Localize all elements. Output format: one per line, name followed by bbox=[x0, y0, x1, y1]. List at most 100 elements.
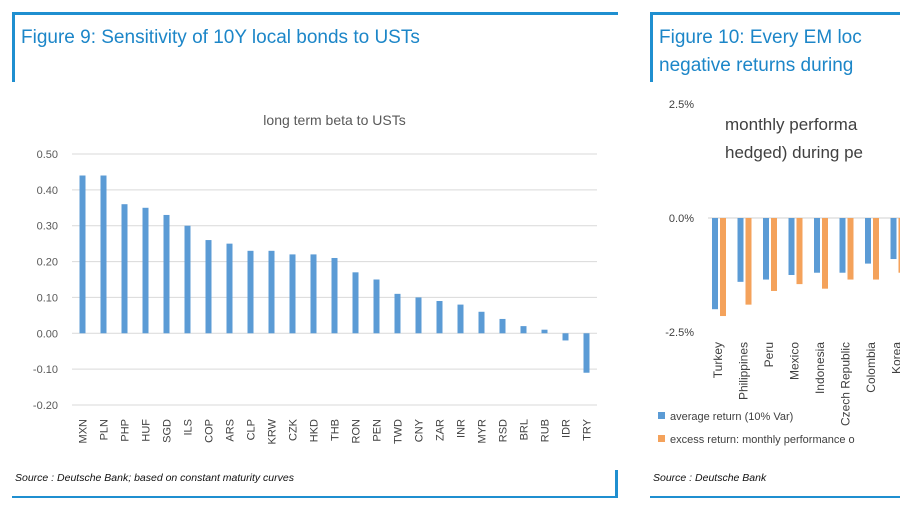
bar-krw bbox=[268, 250, 275, 334]
x-tick-label: RSD bbox=[498, 419, 510, 442]
bar-indonesia-average bbox=[814, 218, 820, 273]
y-tick-label: 0.0% bbox=[669, 213, 694, 225]
x-tick-label: CZK bbox=[288, 418, 300, 441]
figure-10-bottom-rule bbox=[650, 496, 900, 498]
bar-philippines-excess bbox=[745, 218, 752, 305]
bar-mxn bbox=[79, 175, 86, 334]
x-tick-label: CNY bbox=[414, 418, 426, 442]
bar-myr bbox=[478, 311, 485, 334]
y-tick-label: -0.10 bbox=[33, 364, 58, 376]
x-tick-label: Turkey bbox=[711, 342, 725, 378]
returns-bar-chart: 2.5% 0.0% -2.5% monthly performa hedged) dur… bbox=[658, 99, 900, 446]
bar-czech-republic-average bbox=[839, 218, 846, 273]
bar-thb bbox=[331, 257, 338, 334]
bar-rub bbox=[541, 329, 548, 334]
y-tick-label: 0.20 bbox=[37, 257, 58, 269]
x-tick-label: Peru bbox=[762, 342, 776, 367]
bar-rsd bbox=[499, 318, 506, 334]
bar-pln bbox=[100, 175, 107, 334]
x-tick-label: ARS bbox=[225, 419, 237, 442]
y-tick-label: 0.00 bbox=[37, 328, 58, 340]
bar-colombia-average bbox=[865, 218, 871, 264]
x-tick-label: PHP bbox=[120, 419, 132, 442]
x-tick-label: THB bbox=[330, 419, 342, 441]
y-tick-label: 0.40 bbox=[37, 185, 58, 197]
x-tick-label: Czech Republic bbox=[839, 342, 853, 426]
figure-10-left-rule bbox=[650, 12, 653, 82]
legend-swatch bbox=[658, 412, 665, 419]
x-tick-label: PLN bbox=[99, 419, 111, 440]
x-tick-label: TWD bbox=[393, 419, 405, 444]
bar-sgd bbox=[163, 214, 170, 334]
bar-korea-average bbox=[890, 218, 897, 260]
bar-korea-excess bbox=[898, 218, 900, 273]
bar-cny bbox=[415, 297, 422, 334]
x-tick-label: HKD bbox=[309, 419, 321, 442]
figure-10-title-line2: negative returns during bbox=[659, 55, 854, 76]
x-tick-label: BRL bbox=[519, 419, 531, 440]
bar-try bbox=[583, 333, 590, 373]
chart-title: long term beta to USTs bbox=[263, 112, 405, 128]
figure-9-top-rule bbox=[12, 12, 618, 15]
beta-bar-chart: long term beta to USTs 0.50 0.40 0.30 0.20 0.… bbox=[33, 112, 597, 444]
figure-10-source: Source : Deutsche Bank bbox=[653, 472, 767, 484]
y-tick-label: 2.5% bbox=[669, 99, 694, 111]
bar-ils bbox=[184, 225, 191, 334]
figure-9-right-rule bbox=[615, 470, 618, 498]
x-tick-label: MYR bbox=[477, 419, 489, 444]
y-tick-label: -2.5% bbox=[665, 327, 694, 339]
figure-10-top-rule bbox=[650, 12, 900, 15]
legend-swatch bbox=[658, 435, 665, 442]
bar-hkd bbox=[310, 254, 317, 334]
figure-10-title-line1: Figure 10: Every EM loc bbox=[659, 27, 862, 48]
x-tick-label: INR bbox=[456, 419, 468, 438]
x-tick-label: Korea bbox=[890, 342, 900, 374]
figure-10-title: Figure 10: Every EM loc negative returns… bbox=[659, 24, 862, 80]
bar-colombia-excess bbox=[873, 218, 879, 280]
x-tick-label: COP bbox=[204, 419, 216, 443]
bar-philippines-average bbox=[737, 218, 744, 282]
y-tick-label: -0.20 bbox=[33, 400, 58, 412]
bar-idr bbox=[562, 333, 569, 341]
bar-cop bbox=[205, 240, 212, 334]
bar-turkey-excess bbox=[720, 218, 726, 317]
legend-label: excess return: monthly performance o bbox=[670, 434, 855, 446]
y-tick-label: 0.10 bbox=[37, 292, 58, 304]
x-tick-label: Indonesia bbox=[813, 342, 827, 394]
bar-brl bbox=[520, 326, 527, 334]
x-tick-label: SGD bbox=[162, 419, 174, 443]
x-tick-label: PEN bbox=[372, 419, 384, 442]
figure-9-bottom-rule bbox=[12, 496, 618, 498]
bar-indonesia-excess bbox=[822, 218, 828, 289]
bar-php bbox=[121, 204, 128, 334]
x-tick-label: CLP bbox=[246, 419, 258, 440]
x-tick-label: HUF bbox=[141, 419, 153, 442]
bar-ars bbox=[226, 243, 233, 334]
bar-huf bbox=[142, 207, 149, 334]
bar-zar bbox=[436, 301, 443, 334]
y-tick-label: 0.50 bbox=[37, 149, 58, 161]
x-tick-label: KRW bbox=[267, 418, 279, 444]
y-tick-label: 0.30 bbox=[37, 221, 58, 233]
chart-title-line: monthly performa bbox=[725, 115, 858, 134]
x-tick-label: MXN bbox=[78, 419, 90, 444]
x-tick-label: ILS bbox=[183, 419, 195, 436]
figure-9-panel: Figure 9: Sensitivity of 10Y local bonds… bbox=[12, 12, 618, 498]
bar-twd bbox=[394, 293, 401, 334]
bar-pen bbox=[373, 279, 380, 334]
x-tick-label: Colombia bbox=[864, 342, 878, 393]
x-tick-label: IDR bbox=[561, 419, 573, 438]
bar-czk bbox=[289, 254, 296, 334]
figure-9-left-rule bbox=[12, 12, 15, 82]
bar-czech-republic-excess bbox=[847, 218, 854, 280]
figure-9-title-text: Figure 9: Sensitivity of 10Y local bonds… bbox=[21, 27, 420, 48]
bar-ron bbox=[352, 272, 359, 334]
bar-inr bbox=[457, 304, 464, 334]
figure-9-title: Figure 9: Sensitivity of 10Y local bonds… bbox=[21, 24, 420, 52]
x-tick-label: Mexico bbox=[788, 342, 802, 380]
x-tick-label: RON bbox=[351, 419, 363, 444]
figure-9-source: Source : Deutsche Bank; based on constan… bbox=[15, 472, 294, 484]
bar-peru-excess bbox=[771, 218, 777, 291]
bar-mexico-average bbox=[788, 218, 795, 275]
bar-mexico-excess bbox=[796, 218, 803, 285]
